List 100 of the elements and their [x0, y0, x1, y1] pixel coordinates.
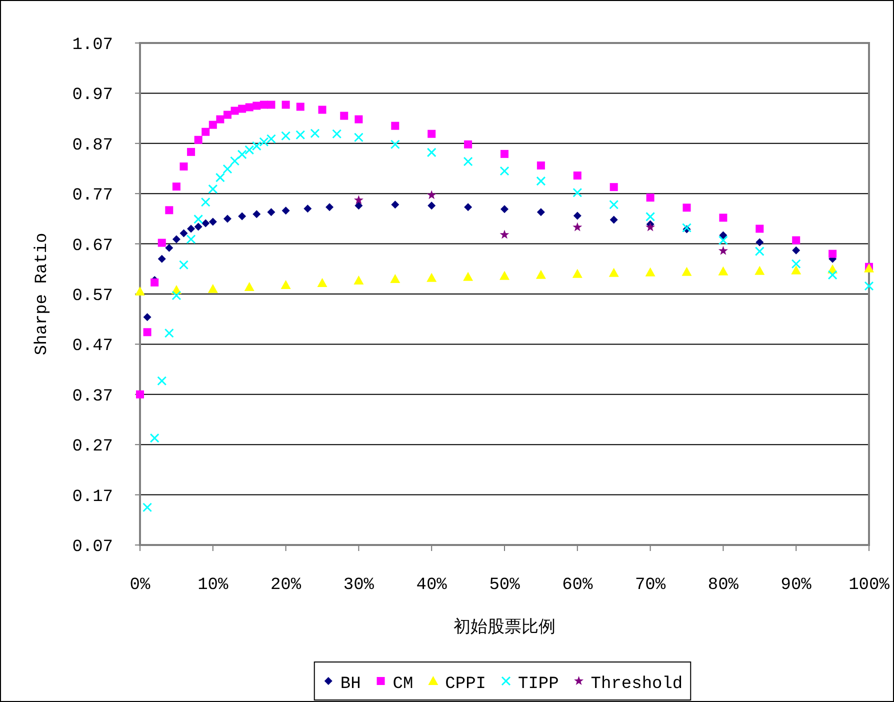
- x-tick-label: 50%: [489, 576, 521, 595]
- point: [792, 236, 800, 244]
- point: [180, 162, 188, 170]
- point: [682, 266, 692, 276]
- point: [500, 166, 510, 176]
- point: [150, 278, 159, 286]
- y-axis-title: Sharpe Ratio: [33, 232, 52, 356]
- point: [756, 224, 764, 233]
- point: [223, 110, 232, 119]
- point: [608, 268, 619, 277]
- point: [194, 214, 204, 224]
- point: [259, 137, 269, 147]
- point: [223, 214, 232, 223]
- point: [536, 176, 546, 186]
- point: [267, 100, 276, 109]
- point: [464, 203, 472, 212]
- point: [573, 212, 582, 220]
- point: [230, 106, 239, 115]
- point: [718, 236, 728, 246]
- point: [354, 132, 364, 142]
- point: [282, 100, 290, 109]
- point: [310, 128, 320, 138]
- point: [158, 238, 166, 247]
- point: [645, 267, 656, 276]
- point: [536, 208, 545, 216]
- point: [252, 210, 261, 218]
- y-tick-label: 0.77: [72, 186, 113, 206]
- point: [280, 280, 291, 289]
- point: [428, 130, 436, 138]
- point: [572, 188, 582, 198]
- point: [172, 290, 182, 300]
- x-tick-label: 40%: [416, 576, 448, 595]
- point: [150, 433, 160, 443]
- point: [464, 140, 472, 148]
- point: [143, 313, 152, 322]
- point: [208, 120, 217, 129]
- legend-label: CPPI: [445, 675, 486, 694]
- point: [646, 222, 656, 232]
- legend-label: Threshold: [590, 675, 683, 694]
- point: [186, 234, 196, 244]
- legend-label: CM: [392, 675, 414, 694]
- point: [610, 216, 618, 224]
- point: [194, 222, 202, 231]
- point: [354, 195, 364, 204]
- x-tick-label: 90%: [780, 576, 812, 595]
- x-tick-label: 10%: [198, 576, 229, 595]
- point: [756, 238, 764, 246]
- point: [791, 265, 802, 274]
- point: [317, 278, 328, 287]
- point: [719, 231, 728, 240]
- x-tick-label: 20%: [270, 576, 302, 595]
- x-axis-title: 初始股票比例: [454, 617, 556, 638]
- point: [267, 208, 276, 216]
- point: [390, 140, 400, 150]
- point: [187, 148, 196, 156]
- point: [340, 112, 348, 120]
- point: [332, 129, 342, 139]
- point: [178, 260, 188, 270]
- x-tick-label: 80%: [708, 576, 740, 595]
- point: [165, 244, 174, 252]
- y-tick-label: 0.37: [72, 387, 113, 406]
- point: [208, 218, 217, 226]
- point: [500, 270, 510, 280]
- point: [354, 275, 364, 284]
- point: [682, 222, 692, 232]
- point: [142, 502, 152, 512]
- point: [296, 102, 304, 111]
- point: [143, 328, 152, 336]
- point: [158, 254, 166, 263]
- point: [238, 212, 246, 220]
- y-tick-label: 0.97: [72, 86, 113, 106]
- point: [610, 183, 618, 192]
- point: [136, 390, 144, 398]
- point: [463, 156, 473, 166]
- point: [296, 130, 306, 140]
- point: [252, 141, 262, 151]
- point: [536, 270, 546, 279]
- y-tick-label: 0.67: [72, 236, 113, 256]
- x-tick-label: 70%: [634, 576, 666, 595]
- x-tick-label: 0%: [130, 576, 151, 595]
- point: [572, 268, 582, 278]
- y-tick-label: 1.07: [72, 36, 113, 55]
- point: [157, 376, 167, 386]
- point: [754, 266, 765, 275]
- point: [718, 266, 728, 276]
- point: [180, 229, 188, 238]
- point: [208, 284, 218, 293]
- point: [326, 203, 334, 212]
- point: [646, 194, 654, 202]
- point: [828, 250, 837, 258]
- point: [864, 281, 874, 291]
- x-tick-label: 100%: [848, 576, 890, 595]
- point: [354, 115, 363, 124]
- point: [426, 148, 436, 158]
- point: [244, 282, 254, 291]
- x-tick-label: 30%: [343, 576, 375, 595]
- legend-label: TIPP: [518, 675, 559, 694]
- y-tick-label: 0.27: [72, 438, 113, 457]
- point: [426, 272, 437, 282]
- point: [500, 230, 510, 239]
